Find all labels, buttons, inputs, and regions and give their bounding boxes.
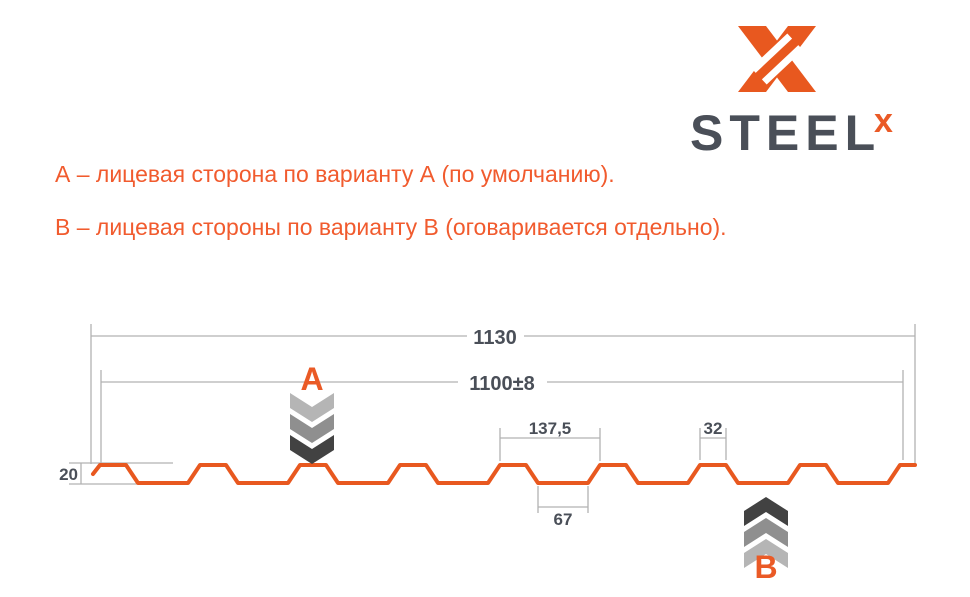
dimension-working-width: 1100±8 [100,370,904,464]
steelx-logo: STEEL x [690,15,920,161]
dimension-rib-top: 32 [699,419,727,460]
dimension-rib-pitch: 137,5 [499,419,601,461]
chevron-down-icon [290,414,334,443]
chevron-down-icon [290,435,334,464]
dim-label-67: 67 [554,510,573,529]
dim-label-1130: 1130 [473,327,516,349]
logo-brand-text: STEEL [690,105,882,161]
marker-side-b: B [744,497,788,585]
chevron-up-icon [744,497,788,526]
marker-side-a: A [290,361,334,464]
chevron-down-icon [290,393,334,422]
dim-label-137-5: 137,5 [529,419,572,438]
profile-drawing: 1130 1100±8 137,5 32 67 20 A [59,324,917,585]
dimension-total-width: 1130 [90,324,916,465]
dim-label-20: 20 [59,465,78,484]
dim-label-1100: 1100±8 [469,373,535,395]
sheet-profile-line [91,463,917,485]
marker-a-letter: A [300,361,323,397]
dimension-valley-width: 67 [537,486,589,529]
note-variant-b: В – лицевая стороны по варианту В (огова… [55,214,727,240]
steelx-x-icon [738,26,816,92]
chevron-up-icon [744,539,788,568]
chevron-up-icon [744,518,788,547]
dim-label-32: 32 [704,419,723,438]
note-variant-a: А – лицевая сторона по варианту А (по ум… [55,161,615,187]
marker-b-letter: B [754,549,777,585]
logo-superscript-x: x [874,102,893,140]
